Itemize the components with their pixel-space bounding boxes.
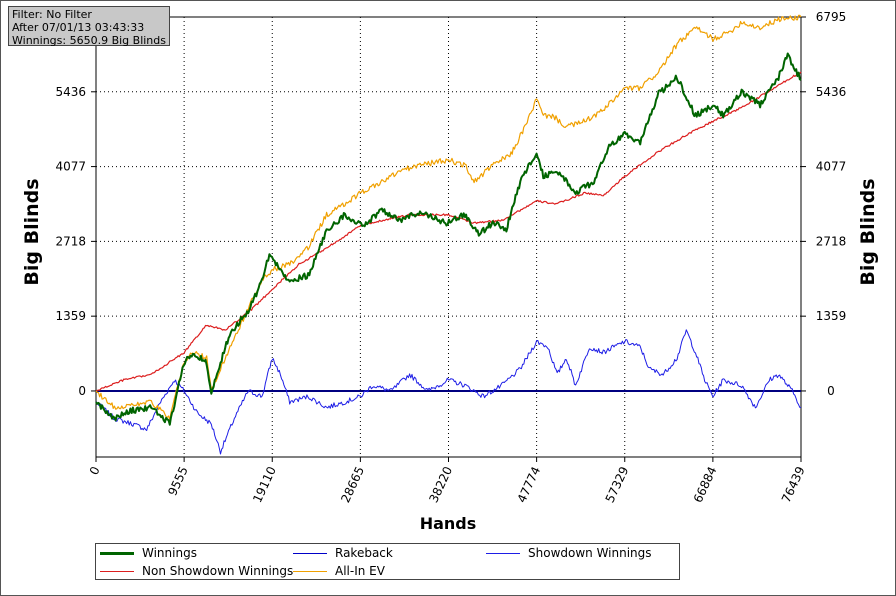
x-tick-label: 47774 [515, 464, 544, 505]
y-tick-label: 1359 [55, 309, 86, 323]
legend-swatch-winnings [100, 551, 134, 555]
y-axis-title-right: Big Blinds [857, 178, 879, 285]
y-tick-label: 5436 [816, 85, 847, 99]
series-lines [95, 14, 802, 455]
y-tick-label: 5436 [55, 85, 86, 99]
y-tick-label: 2718 [816, 234, 847, 248]
legend-swatch-non-showdown [100, 570, 134, 572]
legend-label: Winnings [142, 546, 197, 560]
legend-item-showdown-winnings[interactable]: Showdown Winnings [486, 545, 652, 561]
legend-item-non-showdown-winnings[interactable]: Non Showdown Winnings [100, 563, 293, 579]
date-filter-text: After 07/01/13 03:43:33 [12, 21, 145, 34]
x-axis-title: Hands [420, 514, 477, 533]
x-tick-label: 28665 [338, 464, 367, 505]
x-axis: 0 9555 19110 28665 38220 47774 57329 66884 76439 [87, 457, 808, 505]
legend-label: All-In EV [335, 564, 385, 578]
x-tick-label: 0 [87, 464, 103, 477]
winnings-summary-text: Winnings: 5650.9 Big Blinds [12, 34, 166, 47]
legend: Winnings Non Showdown Winnings Rakeback … [95, 543, 680, 580]
legend-swatch-all-in-ev [293, 570, 327, 572]
x-tick-label: 76439 [779, 464, 808, 505]
y-axis-right: 0 1359 2718 4077 5436 6795 [801, 10, 846, 398]
legend-swatch-rakeback [293, 552, 327, 554]
filter-info-box: Filter: No Filter After 07/01/13 03:43:3… [8, 6, 170, 47]
y-tick-label: 0 [827, 384, 835, 398]
legend-label: Rakeback [335, 546, 393, 560]
grid-lines [96, 16, 801, 457]
y-tick-label: 4077 [816, 160, 847, 174]
x-tick-label: 38220 [426, 464, 455, 505]
y-tick-label: 4077 [55, 160, 86, 174]
legend-label: Non Showdown Winnings [142, 564, 294, 578]
y-axis-title-left: Big Blinds [21, 178, 43, 285]
legend-item-all-in-ev[interactable]: All-In EV [293, 563, 385, 579]
x-tick-label: 57329 [603, 464, 632, 505]
series-line-showdown-winnings [95, 329, 802, 455]
series-line-winnings [95, 52, 802, 426]
y-tick-label: 0 [78, 384, 86, 398]
x-tick-label: 66884 [691, 464, 720, 505]
y-tick-label: 6795 [816, 10, 847, 24]
filter-text: Filter: No Filter [12, 8, 92, 21]
legend-label: Showdown Winnings [528, 546, 652, 560]
y-tick-label: 2718 [55, 234, 86, 248]
x-tick-label: 9555 [165, 464, 191, 498]
legend-item-rakeback[interactable]: Rakeback [293, 545, 393, 561]
legend-swatch-showdown [486, 552, 520, 554]
series-line-non-showdown-winnings [95, 71, 802, 392]
x-tick-label: 19110 [250, 464, 279, 505]
legend-item-winnings[interactable]: Winnings [100, 545, 197, 561]
y-tick-label: 1359 [816, 309, 847, 323]
